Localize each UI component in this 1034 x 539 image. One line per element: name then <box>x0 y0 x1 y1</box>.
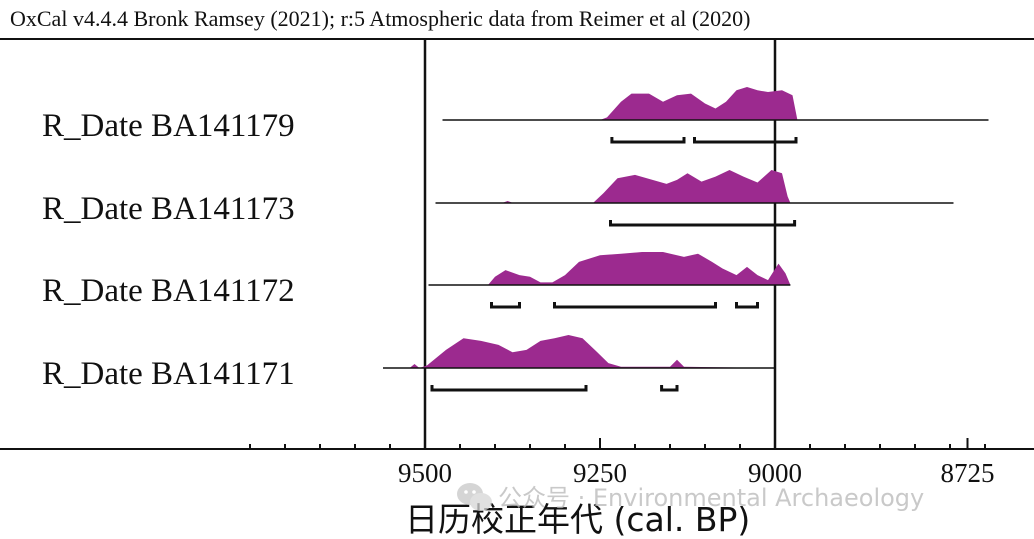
hpd-range-bracket <box>660 385 679 392</box>
hpd-range-bracket <box>693 137 798 144</box>
x-axis-ticks <box>249 438 986 449</box>
tick-label: 9500 <box>398 458 452 488</box>
x-axis-label: 日历校正年代 (cal. BP) <box>405 500 750 539</box>
x-axis-tick-labels: 9500 9250 9000 8725 <box>398 458 995 488</box>
series-label: R_Date BA141179 <box>42 108 295 144</box>
series-row: R_Date BA141172 <box>42 252 791 309</box>
tick-label: 9000 <box>748 458 802 488</box>
watermark-text: 公众号 · Environmental Archaeology <box>498 484 924 512</box>
tick-label: 8725 <box>941 458 995 488</box>
watermark: 公众号 · Environmental Archaeology <box>457 483 924 512</box>
density-area <box>383 335 775 368</box>
hpd-range-bracket <box>553 302 717 309</box>
hpd-range-bracket <box>735 302 759 309</box>
series-label: R_Date BA141171 <box>42 356 295 392</box>
series-row: R_Date BA141171 <box>42 335 775 392</box>
hpd-range-bracket <box>430 385 588 392</box>
reference-lines <box>423 39 777 449</box>
series-label: R_Date BA141173 <box>42 191 295 227</box>
tick-label: 9250 <box>573 458 627 488</box>
series-row: R_Date BA141173 <box>42 170 954 227</box>
plot-title: OxCal v4.4.4 Bronk Ramsey (2021); r:5 At… <box>10 6 751 31</box>
hpd-range-bracket <box>490 302 521 309</box>
density-area <box>435 170 954 203</box>
series-layer: R_Date BA141179 R_Date BA141173 R_Date BA1… <box>42 87 989 392</box>
density-area <box>442 87 989 120</box>
wechat-icon <box>457 483 492 511</box>
density-area <box>428 252 791 285</box>
hpd-range-bracket <box>610 137 686 144</box>
series-label: R_Date BA141172 <box>42 273 295 309</box>
hpd-range-bracket <box>609 220 797 227</box>
series-row: R_Date BA141179 <box>42 87 989 144</box>
